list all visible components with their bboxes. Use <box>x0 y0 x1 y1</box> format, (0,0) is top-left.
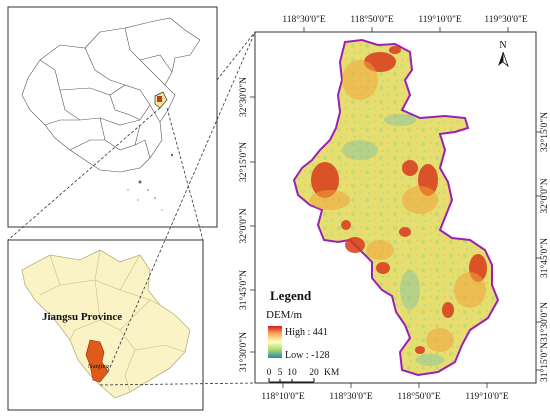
top-tick-label: 118°50'0"E <box>350 14 394 25</box>
jiangsu-province <box>21 249 191 399</box>
high-elevation-areas <box>311 46 487 354</box>
china-islands <box>127 153 174 211</box>
scale-bar <box>268 378 315 383</box>
right-tick-label: 32°15'0"N <box>539 112 550 152</box>
scale-tick-label: 20 <box>309 368 319 378</box>
legend-low-label: Low : -128 <box>285 350 329 361</box>
legend-color-ramp <box>268 326 282 358</box>
north-arrow: N <box>498 40 509 68</box>
right-tick-label: 31°15'0"N <box>539 342 550 382</box>
legend-title: Legend <box>270 288 312 303</box>
bottom-tick-label: 118°50'0"E <box>397 391 441 402</box>
left-tick-label: 32°30'0"N <box>238 77 249 117</box>
nanjing-highlight-china <box>157 96 162 102</box>
graticule-ticks <box>250 27 541 388</box>
left-tick-label: 32°0'0"N <box>238 208 249 243</box>
legend-subtitle: DEM/m <box>266 309 303 321</box>
china-outline <box>21 17 201 173</box>
left-tick-label: 31°45'0"N <box>238 270 249 310</box>
low-elevation-areas <box>342 114 444 366</box>
bottom-tick-label: 118°30'0"E <box>329 391 373 402</box>
north-label: N <box>499 40 506 51</box>
connector-lines <box>7 31 256 386</box>
right-tick-label: 32°0'0"N <box>539 178 550 213</box>
study-area-dem <box>292 38 500 377</box>
right-tick-label: 31°30'0"N <box>539 302 550 342</box>
top-tick-label: 119°10'0"E <box>418 14 462 25</box>
nanjing-highlight <box>85 339 109 383</box>
china-inset-frame <box>7 6 218 228</box>
scale-tick-label: 5 <box>278 368 283 378</box>
right-tick-label: 31°45'0"N <box>539 238 550 278</box>
bottom-tick-label: 119°10'0"E <box>465 391 509 402</box>
left-tick-label: 32°15'0"N <box>238 142 249 182</box>
scale-tick-label: 0 <box>267 368 272 378</box>
bottom-tick-label: 118°10'0"E <box>261 391 305 402</box>
city-label: Nanjing <box>88 363 110 370</box>
legend-high-label: High : 441 <box>285 327 328 338</box>
mid-elevation-areas <box>310 60 486 352</box>
scale-unit-label: KM <box>324 368 340 378</box>
scale-tick-label: 10 <box>287 368 297 378</box>
top-tick-label: 119°30'0"E <box>484 14 528 25</box>
top-tick-label: 118°30'0"E <box>282 14 326 25</box>
jiangsu-city-boundaries <box>39 249 186 393</box>
province-label: Jiangsu Province <box>42 311 122 323</box>
left-tick-label: 31°30'0"N <box>238 332 249 372</box>
